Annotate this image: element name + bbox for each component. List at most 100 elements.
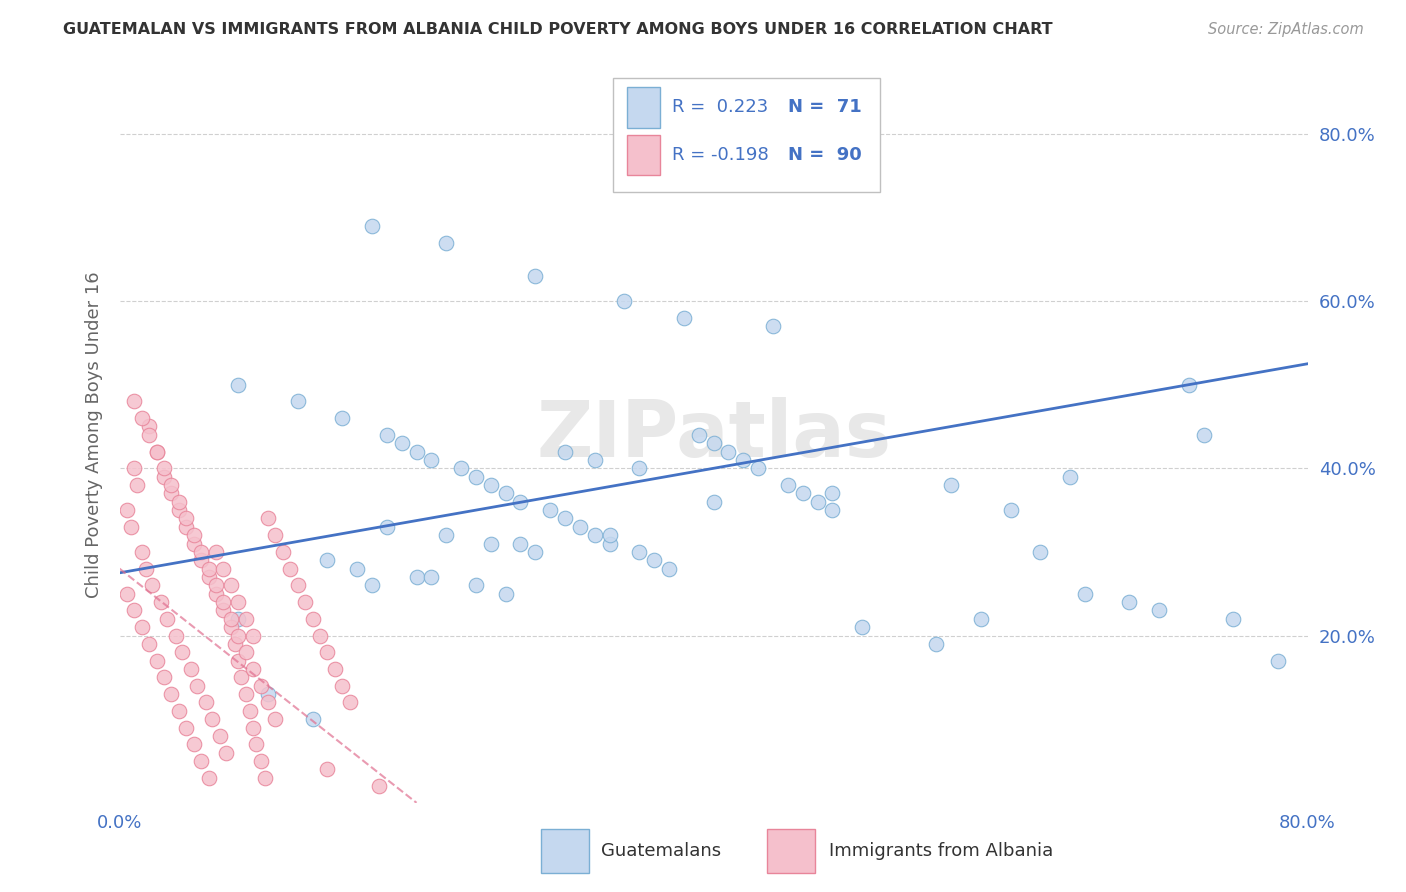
Point [821, 503, 844, 517]
Point [599, 536, 621, 550]
FancyBboxPatch shape [613, 78, 880, 192]
Point [568, 520, 591, 534]
Point [391, 436, 413, 450]
Point [231, 670, 253, 684]
Point [361, 578, 384, 592]
Point [160, 486, 183, 500]
Text: R =  0.223: R = 0.223 [672, 98, 768, 116]
Point [643, 553, 665, 567]
Point [294, 595, 316, 609]
Point [167, 503, 190, 517]
Point [733, 453, 755, 467]
Point [323, 662, 346, 676]
Point [330, 411, 353, 425]
Point [628, 461, 651, 475]
Point [249, 679, 271, 693]
Point [434, 235, 457, 250]
Point [339, 696, 361, 710]
Point [278, 562, 301, 576]
Point [228, 595, 250, 609]
Point [703, 494, 725, 508]
Point [219, 578, 242, 592]
Point [235, 645, 257, 659]
Y-axis label: Child Poverty Among Boys Under 16: Child Poverty Among Boys Under 16 [84, 271, 103, 599]
Point [257, 687, 280, 701]
Point [183, 528, 205, 542]
Point [176, 721, 198, 735]
Point [249, 754, 271, 768]
Point [186, 679, 208, 693]
Point [479, 536, 502, 550]
Point [346, 562, 368, 576]
Point [420, 570, 443, 584]
Point [316, 762, 339, 776]
Point [228, 654, 250, 668]
Point [479, 478, 502, 492]
Point [264, 528, 287, 542]
Point [176, 511, 198, 525]
Point [941, 478, 963, 492]
Point [153, 461, 176, 475]
Text: N =  90: N = 90 [789, 146, 862, 164]
Point [153, 469, 176, 483]
Point [264, 712, 287, 726]
Point [183, 536, 205, 550]
Point [190, 553, 212, 567]
Point [495, 486, 517, 500]
Point [1000, 503, 1022, 517]
Point [228, 377, 250, 392]
Text: GUATEMALAN VS IMMIGRANTS FROM ALBANIA CHILD POVERTY AMONG BOYS UNDER 16 CORRELAT: GUATEMALAN VS IMMIGRANTS FROM ALBANIA CH… [63, 22, 1053, 37]
Point [583, 528, 606, 542]
FancyBboxPatch shape [768, 829, 814, 872]
Point [197, 771, 219, 785]
Point [717, 444, 740, 458]
Point [212, 595, 235, 609]
Point [762, 319, 785, 334]
Point [672, 310, 695, 325]
Point [160, 478, 183, 492]
Point [375, 520, 398, 534]
Text: Source: ZipAtlas.com: Source: ZipAtlas.com [1208, 22, 1364, 37]
Point [1178, 377, 1201, 392]
FancyBboxPatch shape [541, 829, 589, 872]
Point [524, 545, 547, 559]
Point [405, 570, 427, 584]
Point [205, 545, 228, 559]
Point [420, 453, 443, 467]
Point [131, 411, 153, 425]
Point [245, 737, 267, 751]
Point [194, 696, 217, 710]
Point [145, 654, 167, 668]
Point [316, 553, 339, 567]
Point [257, 696, 280, 710]
Point [599, 528, 621, 542]
Point [747, 461, 769, 475]
Point [176, 520, 198, 534]
Point [145, 444, 167, 458]
Point [287, 394, 309, 409]
Point [1267, 654, 1289, 668]
Point [115, 587, 138, 601]
Point [190, 754, 212, 768]
Point [792, 486, 814, 500]
Point [239, 704, 262, 718]
Text: ZIPatlas: ZIPatlas [536, 397, 891, 473]
Point [145, 444, 167, 458]
Point [135, 562, 157, 576]
Point [821, 486, 844, 500]
FancyBboxPatch shape [627, 135, 659, 176]
Point [115, 503, 138, 517]
Point [212, 603, 235, 617]
Point [127, 478, 149, 492]
Point [554, 444, 576, 458]
Point [309, 628, 332, 642]
Point [703, 436, 725, 450]
Point [613, 293, 636, 308]
Text: N =  71: N = 71 [789, 98, 862, 116]
Point [970, 612, 993, 626]
Point [197, 562, 219, 576]
Text: Immigrants from Albania: Immigrants from Albania [828, 842, 1053, 860]
Point [776, 478, 799, 492]
Point [160, 687, 183, 701]
Point [124, 603, 146, 617]
